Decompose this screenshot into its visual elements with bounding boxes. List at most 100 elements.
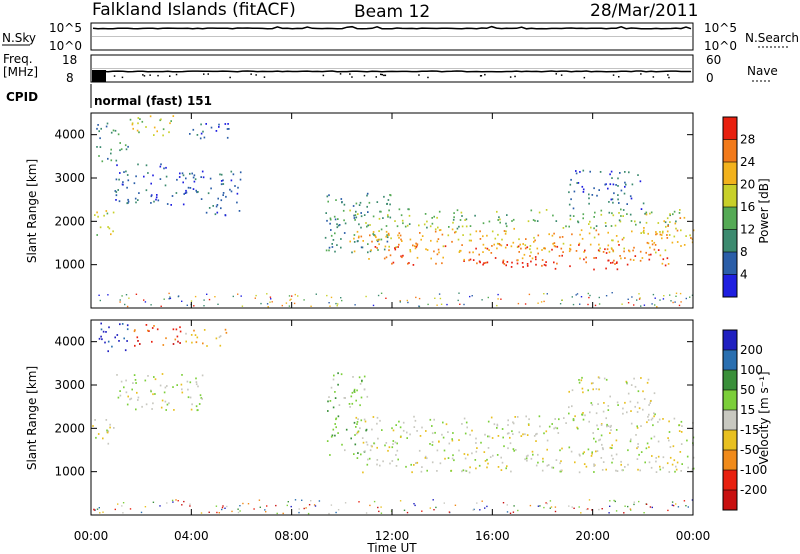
velocity-cell [593,463,595,466]
nave-point [479,75,482,77]
power-cell [562,251,564,253]
power-cell [575,250,578,252]
velocity-noise [529,504,532,507]
velocity-cell [215,337,218,340]
power-cell [604,222,607,224]
power-cell [215,130,218,132]
power-noise [206,293,208,295]
power-cell [461,215,463,217]
velocity-noise [377,506,379,509]
power-cell [386,236,389,239]
power-cell [609,183,612,186]
ytick-label: 4000 [54,335,85,349]
velocity-cell [669,446,672,448]
velocity-cell [609,446,612,449]
velocity-noise [691,499,694,501]
velocity-cell [357,418,359,421]
velocity-cell [565,422,567,424]
power-cell [667,224,669,226]
velocity-cell [553,427,555,430]
power-noise [160,305,162,307]
power-cell [604,248,606,251]
velocity-cell [593,471,595,473]
velocity-cell [633,377,635,380]
velocity-cell [524,433,526,436]
velocity-cell [630,384,633,386]
velocity-noise [633,503,635,506]
power-noise [636,299,638,301]
velocity-cell [340,373,343,376]
power-cell [581,185,584,188]
power-noise [481,299,483,301]
power-cell [370,249,372,252]
power-noise [217,303,219,305]
velocity-cell [356,423,358,425]
velocity-cell [654,413,656,416]
power-cell [192,128,195,131]
power-cell [394,248,397,251]
nave-point [618,76,620,78]
power-cell [512,241,515,244]
velocity-cell [421,466,423,468]
velocity-noise [517,509,519,512]
colorbar-tick-label: -50 [740,443,760,457]
power-cell [199,137,202,140]
power-cell [464,219,466,221]
power-cell [402,222,404,225]
velocity-cell [172,328,175,331]
velocity-cell [525,457,528,460]
nave-point [142,74,144,76]
power-noise [203,305,205,307]
power-cell [545,264,547,267]
power-cell [595,257,597,259]
power-cell [400,214,403,217]
power-cell [389,203,391,206]
power-cell [340,198,343,200]
power-cell [626,263,629,266]
velocity-cell [486,458,488,461]
power-cell [511,261,513,264]
power-cell [165,166,167,169]
power-cell [607,244,610,247]
power-cell [157,199,160,202]
power-cell [200,176,202,178]
power-cell [383,257,386,260]
xaxis-label: Time UT [366,541,417,554]
velocity-noise [305,507,307,509]
velocity-cell [453,459,455,462]
velocity-cell [600,424,603,426]
power-cell [214,213,217,216]
power-cell [421,235,424,237]
nsearch-tick-top: 10^5 [704,21,737,35]
velocity-noise [623,512,625,514]
power-cell [594,211,596,214]
power-cell [378,243,380,246]
power-cell [552,242,554,245]
velocity-cell [692,456,695,459]
velocity-cell [506,432,509,435]
power-cell [192,188,195,190]
velocity-cell [181,391,184,394]
power-cell [337,224,340,227]
power-noise [237,293,239,295]
power-cell [99,146,102,148]
velocity-cell [636,411,639,413]
power-cell [419,232,421,234]
velocity-cell [645,447,648,450]
colorbar-swatch [723,139,737,162]
power-cell [620,208,622,211]
power-cell [353,217,356,219]
velocity-cell [648,446,650,449]
power-noise [659,299,661,301]
ytick-label: 1000 [54,258,85,272]
power-cell [397,234,399,237]
power-cell [415,245,418,248]
power-cell [589,220,591,223]
velocity-cell [587,389,589,392]
power-cell [510,245,513,248]
velocity-cell [121,323,124,325]
power-cell [407,262,409,265]
velocity-noise [472,509,474,511]
power-cell [568,250,571,253]
